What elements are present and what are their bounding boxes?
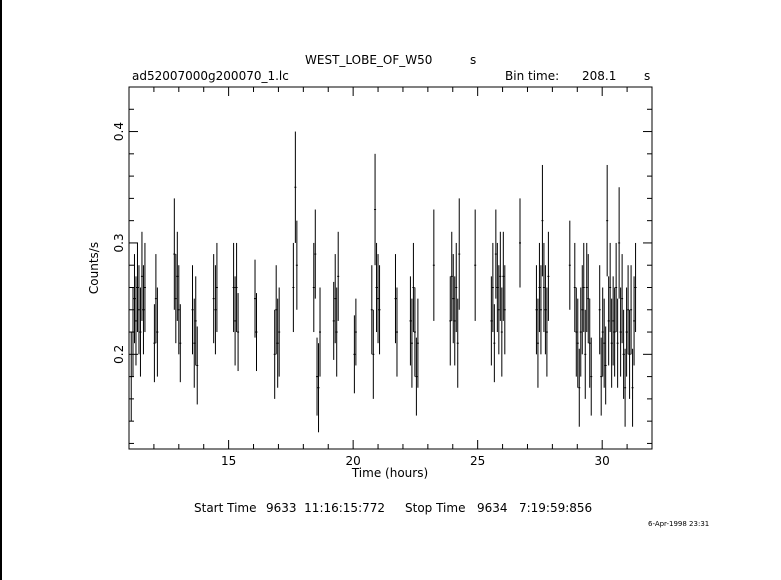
x-tick-label: 25 [470,454,485,468]
stop-time-label: Stop Time [405,501,466,515]
plot-timestamp: 6-Apr-1998 23:31 [648,520,710,528]
y-axis-label: Counts/s [87,242,101,294]
y-tick-label: 0.4 [112,122,126,141]
y-tick-label: 0.2 [112,345,126,364]
x-tick-label: 20 [346,454,361,468]
bin-time-unit: s [644,69,651,83]
plot-title: WEST_LOBE_OF_W50 [305,53,433,67]
x-tick-label: 30 [595,454,610,468]
start-time-value: 9633 11:16:15:772 [266,501,386,515]
title-unit: s [470,53,477,67]
window-left-edge [0,0,2,580]
bin-time-value: 208.1 [582,69,617,83]
x-axis-label: Time (hours) [351,466,428,480]
data-points [130,131,637,433]
axis-ticks [128,86,653,449]
bin-time-label: Bin time: [505,69,560,83]
x-tick-label: 15 [221,454,236,468]
axis-tick-labels: 15 20 25 30 0.2 0.3 0.4 [112,122,610,468]
stop-time-value: 9634 7:19:59:856 [477,501,593,515]
start-time-label: Start Time [194,501,257,515]
y-tick-label: 0.3 [112,233,126,252]
file-name: ad52007000g200070_1.lc [132,69,289,83]
plot-frame [128,86,653,450]
